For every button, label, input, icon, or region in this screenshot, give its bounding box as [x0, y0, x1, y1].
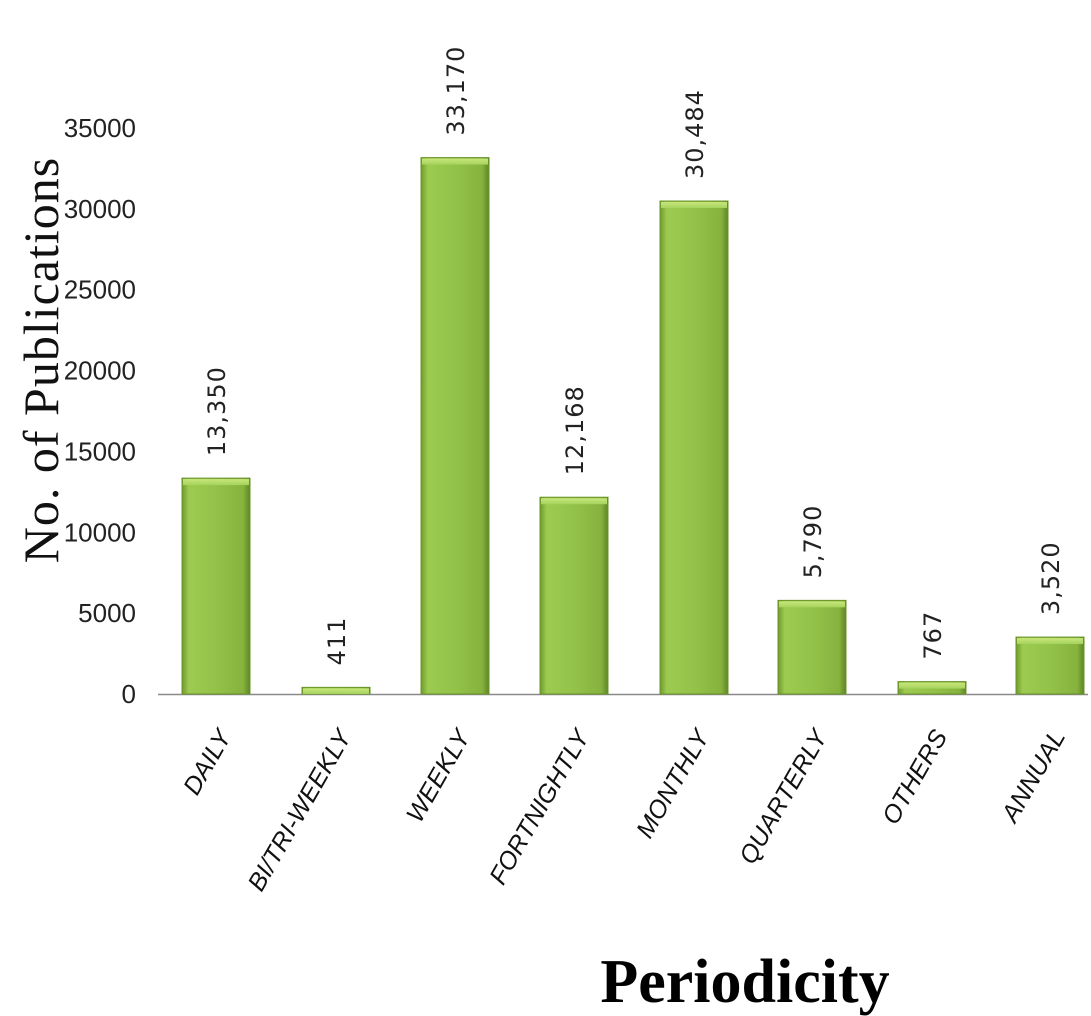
category-label: WEEKLY	[401, 723, 477, 827]
bar	[539, 496, 609, 695]
y-tick-label: 0	[122, 679, 136, 709]
bar-highlight	[1017, 638, 1083, 645]
data-label: 33,170	[442, 46, 470, 136]
bar-group: 12,168	[539, 385, 609, 695]
bar-highlight	[779, 601, 845, 608]
y-tick-label: 35000	[64, 113, 136, 143]
data-label: 5,790	[799, 505, 827, 579]
bar-highlight	[541, 498, 607, 505]
x-axis-title: Periodicity	[600, 948, 889, 1016]
bar-group: 411	[301, 617, 371, 695]
data-label: 13,350	[203, 366, 231, 456]
bar	[181, 477, 251, 695]
data-label: 3,520	[1037, 541, 1065, 615]
category-label: ANNUAL	[995, 725, 1071, 829]
bar	[777, 599, 847, 695]
bars-group: 13,350 411 33,170 12,168 30,484 5,790 767 3,520	[181, 46, 1085, 695]
bar-highlight	[899, 682, 965, 689]
bar-group: 30,484	[659, 89, 729, 695]
data-label: 767	[919, 611, 947, 660]
bar	[659, 200, 729, 695]
bar-highlight	[303, 688, 369, 694]
category-label: QUARTERLY	[734, 723, 834, 869]
bar-highlight	[661, 202, 727, 209]
bar-group: 3,520	[1015, 541, 1085, 695]
category-label: FORTNIGHTLY	[484, 723, 596, 889]
bar	[420, 157, 490, 695]
y-tick-label: 25000	[64, 275, 136, 305]
bar-group: 767	[897, 611, 967, 695]
bar	[1015, 636, 1085, 695]
y-tick-label: 20000	[64, 356, 136, 386]
bar-group: 33,170	[420, 46, 490, 695]
y-axis-title: No. of Publications	[13, 157, 69, 563]
data-label: 12,168	[561, 385, 589, 475]
data-label: 411	[323, 617, 351, 666]
bar-highlight	[422, 158, 488, 165]
category-label: OTHERS	[877, 725, 953, 829]
x-axis: DAILY BI/TRI-WEEKLY WEEKLY FORTNIGHTLY MONTH…	[178, 723, 1071, 896]
category-label: BI/TRI-WEEKLY	[242, 723, 358, 896]
y-axis: 0 5000 10000 15000 20000 25000 30000 35000	[64, 113, 1088, 709]
bar-group: 13,350	[181, 366, 251, 695]
y-tick-label: 10000	[64, 517, 136, 547]
category-label: DAILY	[178, 723, 238, 800]
y-tick-label: 15000	[64, 436, 136, 466]
y-tick-label: 5000	[78, 598, 136, 628]
category-label: MONTHLY	[631, 723, 716, 843]
bar-group: 5,790	[777, 505, 847, 695]
y-tick-label: 30000	[64, 194, 136, 224]
bar-highlight	[183, 479, 249, 486]
data-label: 30,484	[681, 89, 709, 179]
